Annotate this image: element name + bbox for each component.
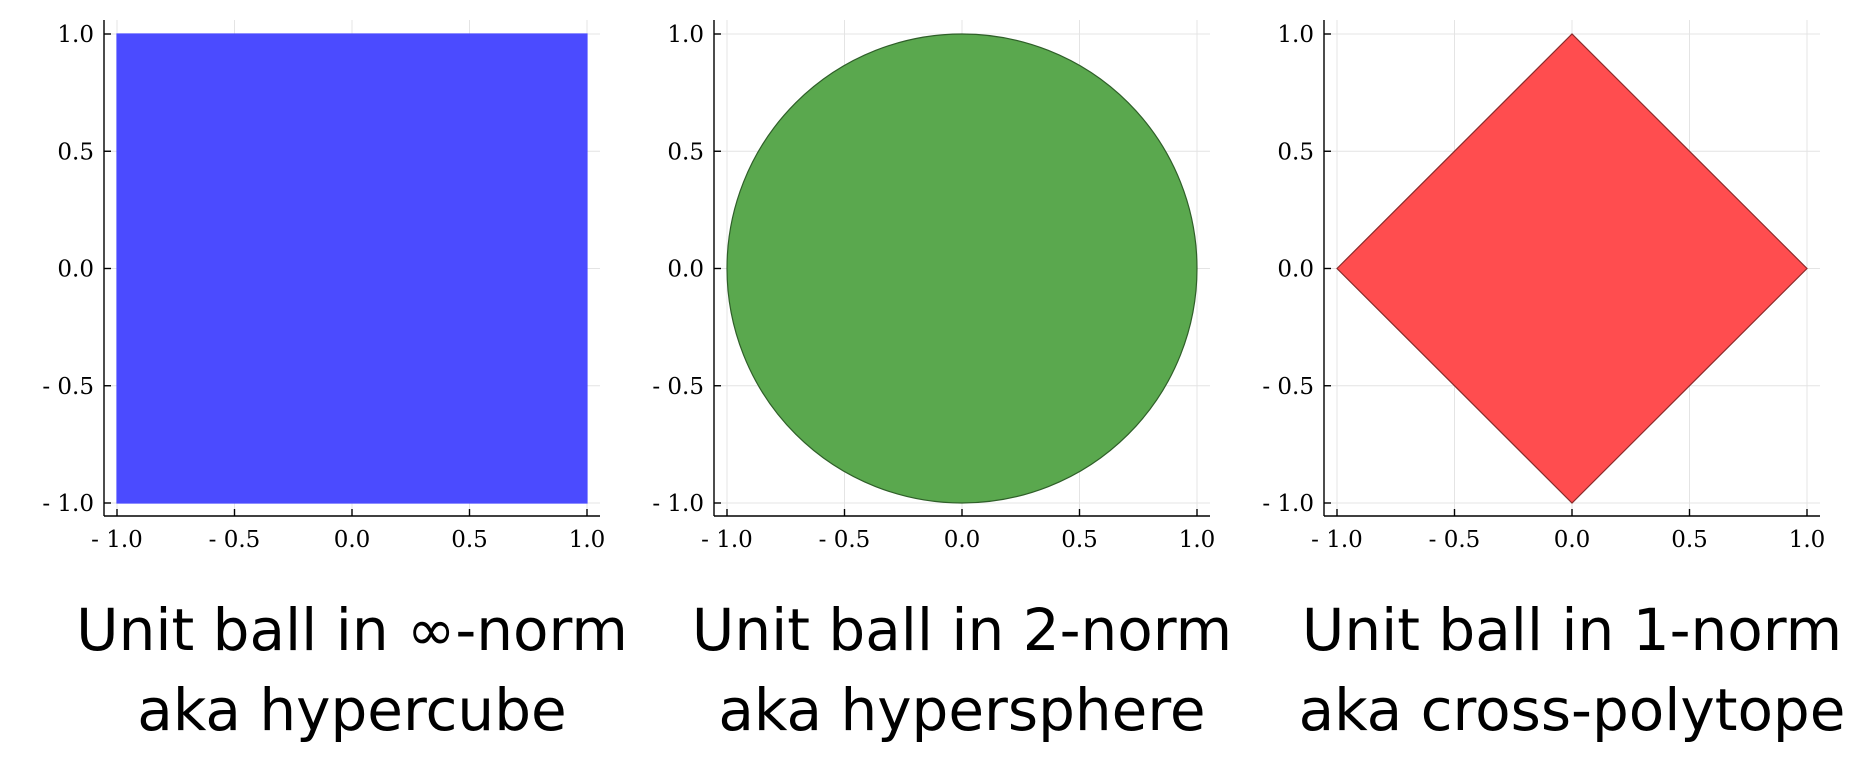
2-norm-unit-ball-shape xyxy=(726,33,1198,504)
1-norm-y-tick-label: 1.0 xyxy=(1277,22,1314,48)
panel-1-norm: - 1.0 - 0.5 0.0 0.5 1.0 - 1.0 - 0.5 0.0 0.5 1.0 Un… xyxy=(1262,20,1845,744)
infinity-norm-x-tick-label: 0.5 xyxy=(451,527,488,553)
infinity-norm-x-tick-label: - 1.0 xyxy=(91,527,143,553)
2-norm-y-tick-label: 0.0 xyxy=(667,257,704,283)
panel-infinity-norm: - 1.0 - 0.5 0.0 0.5 1.0 - 1.0 - 0.5 0.0 0.5 1.0 Un… xyxy=(42,20,628,744)
2-norm-y-tick-label: - 1.0 xyxy=(652,491,704,517)
infinity-norm-y-tick-label: 1.0 xyxy=(57,22,94,48)
2-norm-caption-line-2: aka hypersphere xyxy=(718,676,1205,744)
2-norm-x-tick-label: - 0.5 xyxy=(819,527,871,553)
2-norm-x-tick-label: 0.5 xyxy=(1061,527,1098,553)
1-norm-x-tick-label: 0.5 xyxy=(1671,527,1708,553)
infinity-norm-y-tick-label: - 1.0 xyxy=(42,491,94,517)
infinity-norm-caption-line-1: Unit ball in ∞-norm xyxy=(76,596,628,664)
infinity-norm-unit-ball-shape xyxy=(116,33,588,504)
1-norm-x-tick-label: - 0.5 xyxy=(1429,527,1481,553)
2-norm-y-tick-label: 0.5 xyxy=(667,139,704,165)
2-norm-caption-line-1: Unit ball in 2-norm xyxy=(692,596,1232,664)
infinity-norm-x-tick-label: 0.0 xyxy=(334,527,371,553)
2-norm-x-tick-label: 1.0 xyxy=(1179,527,1216,553)
1-norm-y-tick-label: - 0.5 xyxy=(1262,374,1314,400)
infinity-norm-caption-line-2: aka hypercube xyxy=(137,676,566,744)
1-norm-x-tick-label: 1.0 xyxy=(1789,527,1826,553)
1-norm-y-tick-label: 0.0 xyxy=(1277,257,1314,283)
1-norm-x-tick-label: 0.0 xyxy=(1554,527,1591,553)
2-norm-y-tick-label: 1.0 xyxy=(667,22,704,48)
infinity-norm-y-tick-label: - 0.5 xyxy=(42,374,94,400)
infinity-norm-y-tick-label: 0.0 xyxy=(57,257,94,283)
panel-2-norm: - 1.0 - 0.5 0.0 0.5 1.0 - 1.0 - 0.5 0.0 0.5 1.0 Un… xyxy=(652,20,1232,744)
2-norm-x-tick-label: 0.0 xyxy=(944,527,981,553)
2-norm-y-tick-label: - 0.5 xyxy=(652,374,704,400)
1-norm-y-tick-label: - 1.0 xyxy=(1262,491,1314,517)
1-norm-y-tick-label: 0.5 xyxy=(1277,139,1314,165)
infinity-norm-y-tick-label: 0.5 xyxy=(57,139,94,165)
1-norm-unit-ball-shape xyxy=(1336,33,1808,504)
1-norm-caption-line-1: Unit ball in 1-norm xyxy=(1302,596,1842,664)
1-norm-x-tick-label: - 1.0 xyxy=(1311,527,1363,553)
1-norm-caption-line-2: aka cross-polytope xyxy=(1299,676,1846,744)
infinity-norm-x-tick-label: 1.0 xyxy=(569,527,606,553)
2-norm-x-tick-label: - 1.0 xyxy=(701,527,753,553)
infinity-norm-x-tick-label: - 0.5 xyxy=(209,527,261,553)
